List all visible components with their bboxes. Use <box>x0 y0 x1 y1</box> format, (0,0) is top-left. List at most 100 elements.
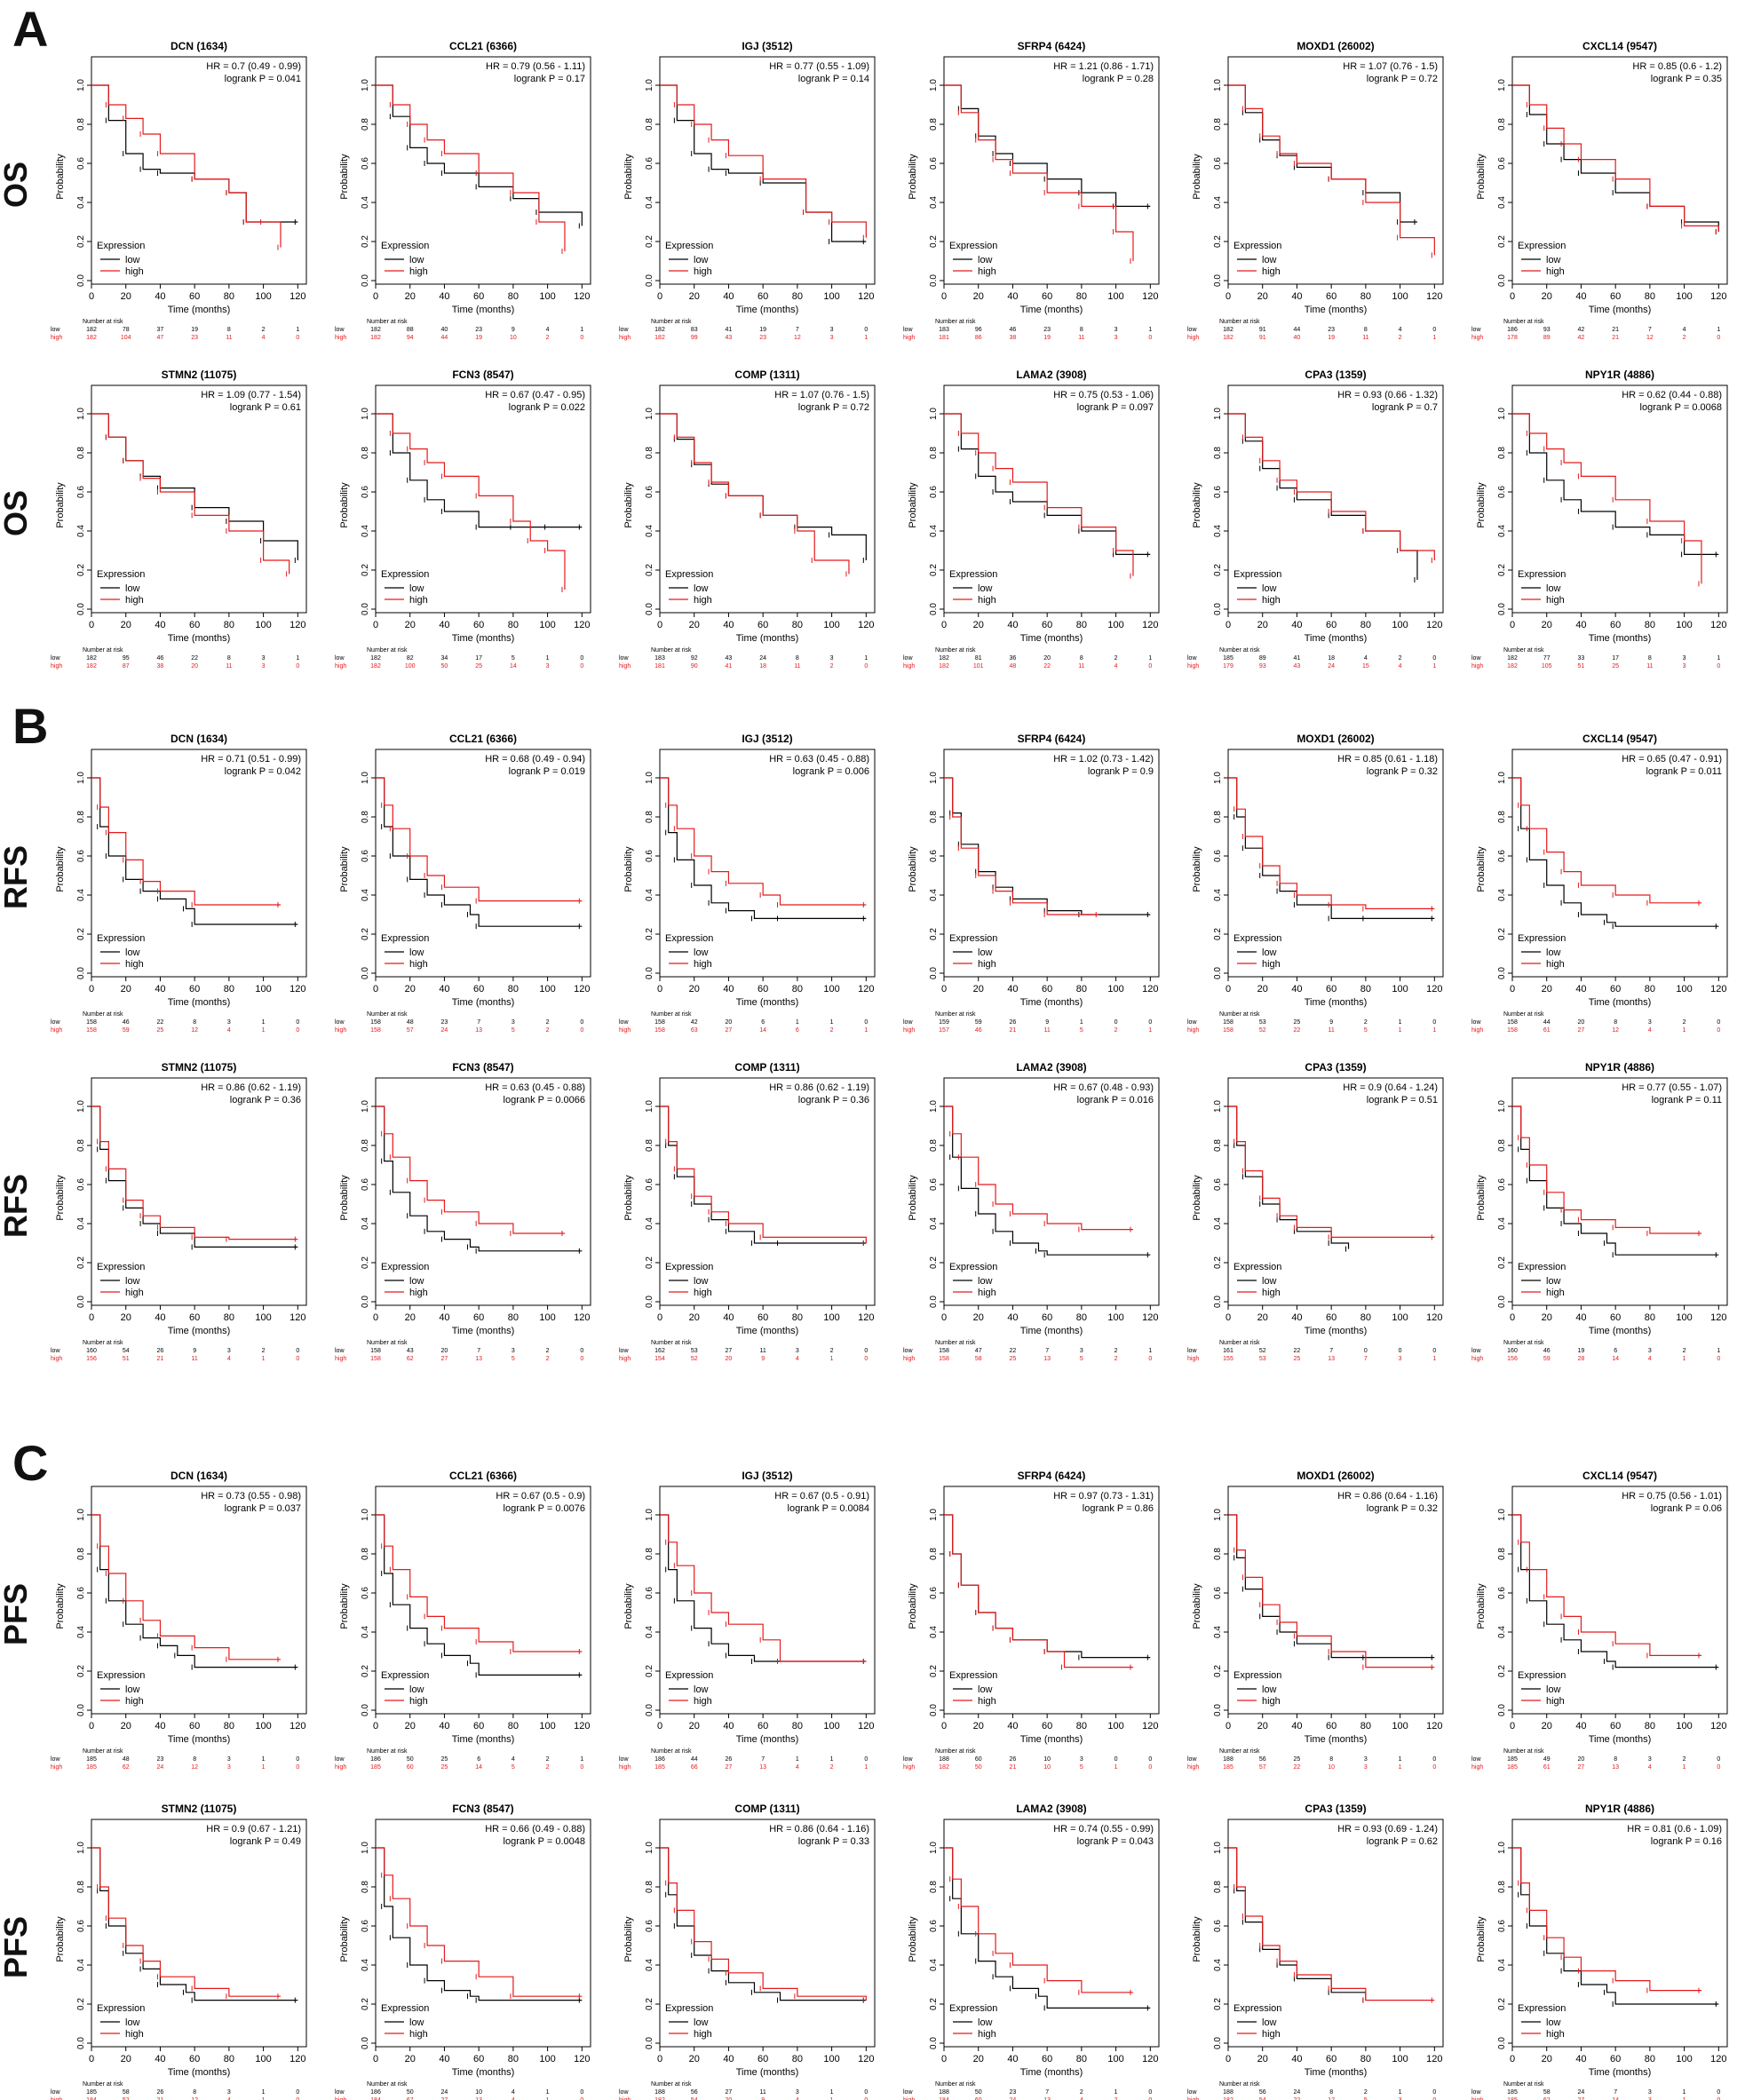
risk-count-low: 3 <box>1080 1756 1083 1763</box>
y-tick-label: 0.8 <box>929 1881 939 1893</box>
legend-label-high: high <box>125 1696 144 1707</box>
x-tick-label: 20 <box>405 984 416 995</box>
logrank-p-text: logrank P = 0.022 <box>509 402 585 413</box>
y-tick-label: 0.4 <box>361 1626 370 1638</box>
y-tick-label: 0.0 <box>361 1296 370 1308</box>
survival-curve-high <box>944 1105 1133 1231</box>
hazard-ratio-text: HR = 0.65 (0.47 - 0.91) <box>1622 754 1722 765</box>
risk-count-high: 185 <box>370 1764 381 1771</box>
risk-count-high: 0 <box>580 1027 583 1034</box>
risk-count-high: 27 <box>726 1764 733 1771</box>
y-tick-label: 0.2 <box>361 564 370 576</box>
y-tick-label: 0.2 <box>929 1256 939 1269</box>
y-tick-label: 0.2 <box>1497 1665 1507 1677</box>
plot-frame <box>91 1486 307 1715</box>
chart-title: FCN3 (8547) <box>452 1061 513 1074</box>
risk-count-high: 87 <box>123 663 130 670</box>
risk-count-low: 186 <box>1507 327 1518 333</box>
risk-count-high: 19 <box>1043 335 1051 341</box>
risk-count-low: 8 <box>1614 1019 1617 1026</box>
risk-row-label-low: low <box>1187 655 1197 662</box>
legend-title: Expression <box>665 933 713 944</box>
risk-count-high: 179 <box>1223 663 1233 670</box>
risk-count-low: 0 <box>1432 327 1436 333</box>
risk-count-high: 27 <box>1578 1027 1585 1034</box>
risk-count-low: 3 <box>227 2089 231 2096</box>
survival-curve-high <box>376 1847 583 1997</box>
logrank-p-text: logrank P = 0.043 <box>1077 1836 1154 1847</box>
risk-row-label-high: high <box>903 335 915 341</box>
y-tick-label: 0.4 <box>645 525 654 537</box>
y-axis-label: Probability <box>1476 1175 1487 1221</box>
x-tick-label: 120 <box>1142 984 1158 995</box>
risk-count-high: 50 <box>441 663 448 670</box>
y-tick-label: 1.0 <box>76 772 86 784</box>
risk-count-low: 52 <box>1259 1348 1266 1354</box>
hazard-ratio-text: HR = 0.93 (0.69 - 1.24) <box>1337 1824 1438 1835</box>
y-tick-label: 1.0 <box>929 79 939 91</box>
y-tick-label: 0.0 <box>1497 603 1507 615</box>
y-tick-label: 1.0 <box>1497 408 1507 420</box>
plot-frame <box>1227 749 1444 978</box>
legend-label-high: high <box>409 959 428 970</box>
chart-title: MOXD1 (26002) <box>1297 1470 1374 1482</box>
x-tick-label: 40 <box>1007 1721 1018 1732</box>
legend-title: Expression <box>1233 933 1281 944</box>
risk-count-low: 41 <box>726 327 733 333</box>
km-panel: CCL21 (6366) 0.0 0.2 0.4 0.6 0.8 1.0 0 20 40 60 80 1… <box>333 36 599 341</box>
x-tick-label: 0 <box>657 620 662 630</box>
risk-count-low: 185 <box>86 2089 97 2096</box>
legend-title: Expression <box>381 569 429 580</box>
y-tick-label: 0.0 <box>1497 1296 1507 1308</box>
legend-label-low: low <box>978 1684 993 1695</box>
risk-count-high: 12 <box>191 1027 198 1034</box>
risk-count-high: 3 <box>830 335 834 341</box>
survival-curve-high <box>1512 1514 1701 1656</box>
x-tick-label: 80 <box>1360 620 1371 630</box>
risk-count-low: 2 <box>1683 1019 1686 1026</box>
y-tick-label: 0.2 <box>1213 1998 1223 2010</box>
survival-curve-high <box>1512 1847 1701 1992</box>
risk-count-low: 60 <box>975 1756 982 1763</box>
legend-label-low: low <box>978 947 993 958</box>
risk-count-high: 89 <box>1543 335 1551 341</box>
risk-count-high: 185 <box>1507 1764 1518 1771</box>
risk-row-label-low: low <box>619 327 629 333</box>
risk-count-low: 42 <box>691 1019 698 1026</box>
risk-count-high: 51 <box>1578 663 1585 670</box>
risk-count-low: 26 <box>157 1348 164 1354</box>
y-axis-label: Probability <box>339 1583 350 1629</box>
x-tick-label: 120 <box>1142 291 1158 302</box>
y-tick-label: 1.0 <box>361 1842 370 1854</box>
risk-count-high: 60 <box>407 1764 414 1771</box>
logrank-p-text: logrank P = 0.019 <box>509 766 585 777</box>
km-plot: SFRP4 (6424)0.00.20.40.60.81.00 20 40 60 80 1… <box>903 40 1160 341</box>
legend-title: Expression <box>97 933 145 944</box>
plot-frame <box>943 384 1160 614</box>
risk-count-low: 1 <box>1717 327 1720 333</box>
risk-row-label-high: high <box>903 663 915 670</box>
x-tick-label: 60 <box>1326 1312 1337 1323</box>
risk-row-label-low: low <box>903 1019 913 1026</box>
risk-count-high: 25 <box>1294 1356 1301 1362</box>
km-plot: SFRP4 (6424)0.00.20.40.60.81.00 20 40 60 80 1… <box>903 733 1160 1034</box>
legend-title: Expression <box>665 1670 713 1681</box>
x-tick-label: 0 <box>373 1721 378 1732</box>
risk-count-low: 186 <box>370 2089 381 2096</box>
risk-row-label-high: high <box>1471 663 1483 670</box>
risk-count-high: 185 <box>1223 1764 1233 1771</box>
risk-count-low: 2 <box>1114 1348 1118 1354</box>
legend-label-low: low <box>978 255 993 265</box>
logrank-p-text: logrank P = 0.17 <box>514 74 585 84</box>
risk-count-high: 24 <box>157 1764 164 1771</box>
x-tick-label: 0 <box>657 291 662 302</box>
x-tick-label: 60 <box>473 2054 484 2064</box>
chart-title: CXCL14 (9547) <box>1582 40 1657 52</box>
x-tick-label: 60 <box>1042 984 1052 995</box>
legend-label-high: high <box>409 1288 428 1298</box>
plot-frame <box>1511 749 1728 978</box>
chart-title: CXCL14 (9547) <box>1582 733 1657 745</box>
legend-label-low: low <box>1262 947 1277 958</box>
y-tick-label: 1.0 <box>645 408 654 420</box>
x-tick-label: 80 <box>508 1312 519 1323</box>
